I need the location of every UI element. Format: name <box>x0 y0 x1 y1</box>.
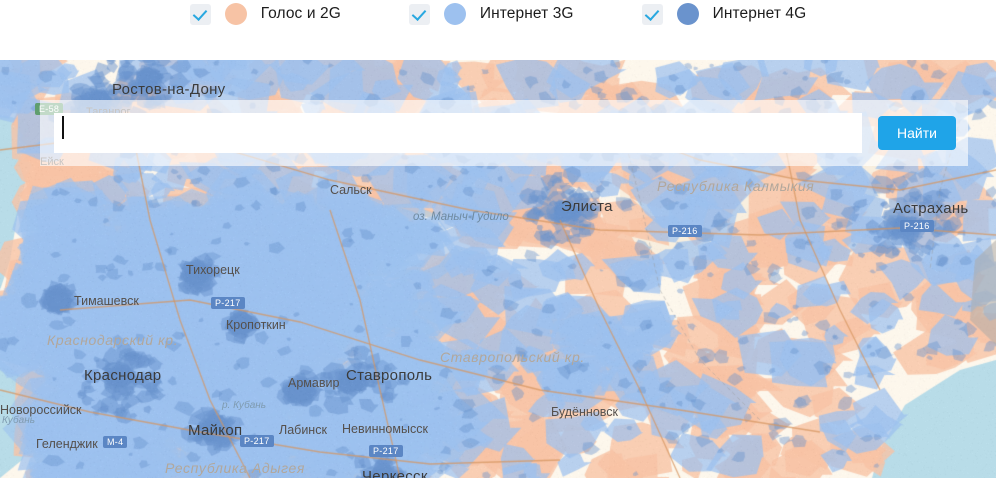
color-swatch-internet-4g <box>676 3 699 25</box>
legend-item-voice-2g[interactable]: Голос и 2G <box>189 3 341 25</box>
search-input[interactable] <box>54 113 862 153</box>
check-icon[interactable] <box>641 3 663 25</box>
road-shield-badge: Р-217 <box>240 435 274 447</box>
road-shield-badge: Р-216 <box>900 220 934 232</box>
check-icon[interactable] <box>189 3 211 25</box>
search-panel: Найти <box>40 100 968 166</box>
legend-bar: Голос и 2G Интернет 3G Интернет 4G <box>0 0 996 60</box>
legend-items: Голос и 2G Интернет 3G Интернет 4G <box>189 3 807 25</box>
color-swatch-internet-3g <box>443 3 466 25</box>
road-shield-badge: М-4 <box>103 436 128 448</box>
text-cursor <box>62 116 64 139</box>
road-shield-badge: Р-216 <box>668 225 702 237</box>
legend-label-voice-2g: Голос и 2G <box>260 5 341 22</box>
color-swatch-voice-2g <box>224 3 247 25</box>
road-shield-badge: Р-217 <box>369 445 403 457</box>
legend-label-internet-4g: Интернет 4G <box>712 5 807 22</box>
legend-item-internet-3g[interactable]: Интернет 3G <box>408 3 574 25</box>
legend-item-internet-4g[interactable]: Интернет 4G <box>641 3 807 25</box>
check-icon[interactable] <box>408 3 430 25</box>
search-button[interactable]: Найти <box>878 116 956 150</box>
road-shield-badge: Р-217 <box>211 297 245 309</box>
legend-label-internet-3g: Интернет 3G <box>479 5 574 22</box>
